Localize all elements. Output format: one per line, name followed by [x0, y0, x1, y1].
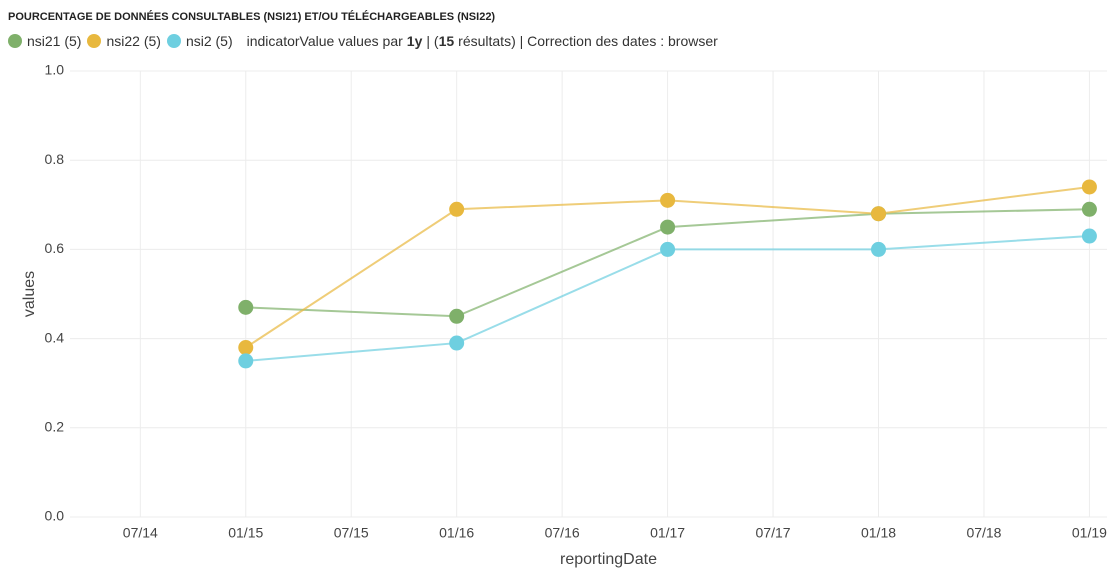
y-tick-label: 1.0 [45, 62, 65, 78]
info-interval: 1y [406, 33, 423, 49]
legend-swatch [166, 34, 181, 48]
x-tick-label: 01/17 [650, 525, 685, 541]
legend-item[interactable]: nsi21 (5) [8, 33, 81, 49]
data-point [449, 335, 465, 351]
x-tick-label: 01/19 [1072, 525, 1107, 541]
x-tick-label: 07/15 [334, 525, 369, 541]
y-tick-label: 0.4 [45, 329, 65, 345]
data-point [1081, 201, 1097, 217]
legend-label: nsi2 (5) [185, 33, 233, 49]
info-text: | ( [426, 33, 439, 49]
x-tick-label: 01/15 [228, 525, 263, 541]
legend: nsi21 (5) nsi22 (5) nsi2 (5) indicatorValu… [8, 33, 718, 49]
data-point [238, 353, 254, 369]
legend-swatch [87, 34, 102, 48]
data-point [660, 219, 676, 235]
data-point [1081, 228, 1097, 244]
legend-items: nsi21 (5) nsi22 (5) nsi2 (5) [8, 33, 239, 49]
x-tick-label: 01/16 [439, 525, 474, 541]
legend-label: nsi22 (5) [106, 33, 161, 49]
y-tick-label: 0.8 [45, 151, 65, 167]
data-point [238, 299, 254, 315]
info-text: indicatorValue values par [246, 33, 403, 49]
x-tick-label: 07/16 [545, 525, 580, 541]
x-tick-label: 07/14 [123, 525, 158, 541]
data-point [1081, 179, 1097, 195]
data-point [660, 192, 676, 208]
info-count: 15 [438, 33, 455, 49]
chart-title: POURCENTAGE DE DONNÉES CONSULTABLES (NSI… [8, 11, 496, 23]
data-point [449, 308, 465, 324]
y-tick-label: 0.0 [45, 508, 65, 524]
legend-item[interactable]: nsi22 (5) [87, 33, 161, 49]
data-point [871, 206, 887, 222]
x-axis-label: reportingDate [560, 551, 657, 568]
data-point [871, 241, 887, 257]
legend-label: nsi21 (5) [27, 33, 82, 49]
x-tick-label: 01/18 [861, 525, 896, 541]
y-tick-label: 0.2 [45, 419, 65, 435]
legend-swatch [8, 34, 22, 48]
legend-info: indicatorValue values par 1y | (15 résultat… [247, 33, 718, 49]
data-point [449, 201, 465, 217]
data-point [660, 241, 676, 257]
data-point [238, 340, 254, 356]
y-tick-label: 0.6 [45, 240, 65, 256]
y-axis-label: values [21, 271, 38, 317]
info-text: résultats) | Correction des dates : brow… [458, 33, 718, 49]
x-tick-label: 07/17 [756, 525, 791, 541]
x-tick-label: 07/18 [966, 525, 1001, 541]
legend-item[interactable]: nsi2 (5) [166, 33, 233, 49]
